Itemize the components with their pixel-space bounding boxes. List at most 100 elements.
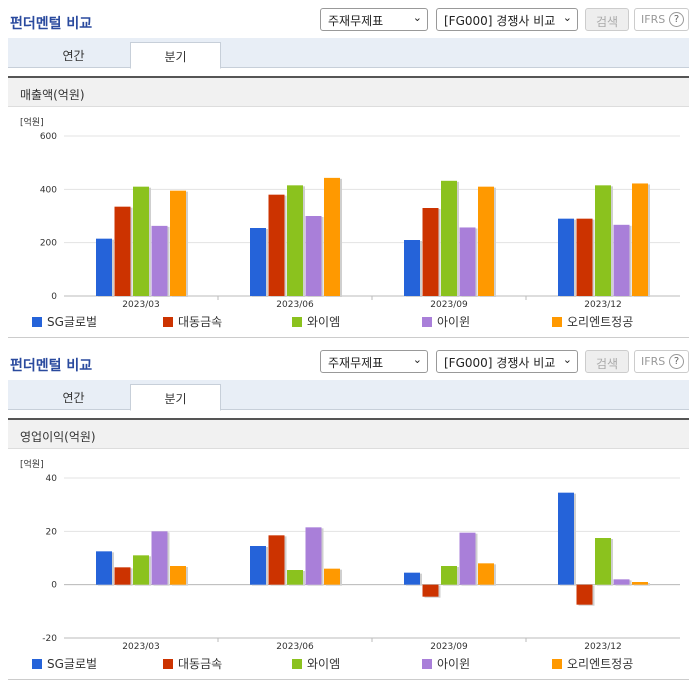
bar[interactable] — [114, 206, 131, 296]
y-tick-label: 600 — [40, 132, 57, 142]
bar[interactable] — [268, 535, 285, 585]
help-icon[interactable]: ? — [669, 354, 684, 369]
legend-swatch — [552, 659, 562, 669]
legend-item[interactable]: 와이엠 — [292, 313, 340, 330]
bar[interactable] — [114, 567, 131, 585]
bar[interactable] — [404, 572, 420, 585]
panel-title: 펀더멘털 비교 — [10, 358, 93, 374]
bar[interactable] — [422, 208, 439, 296]
bar[interactable] — [287, 570, 303, 585]
legend-label: 오리엔트정공 — [567, 657, 634, 671]
statement-select[interactable]: 주재무제표 ⌄ — [320, 350, 428, 373]
fundamental-panel-sales: 펀더멘털 비교 주재무제표 ⌄ [FG000] 경쟁사 비교 ⌄ 검색 IFRS… — [8, 8, 689, 338]
legend-label: 오리엔트정공 — [567, 315, 634, 329]
divider — [8, 679, 689, 680]
chevron-down-icon: ⌄ — [562, 353, 572, 366]
x-tick-label: 2023/09 — [430, 642, 468, 652]
y-tick-label: 20 — [46, 527, 58, 537]
statement-select[interactable]: 주재무제표 ⌄ — [320, 8, 428, 31]
tab-quarterly[interactable]: 분기 — [130, 42, 221, 69]
bar[interactable] — [478, 186, 494, 296]
legend-item[interactable]: 대동금속 — [163, 313, 222, 330]
legend-swatch — [32, 317, 42, 327]
bar[interactable] — [250, 546, 266, 585]
bar[interactable] — [558, 492, 574, 585]
bar[interactable] — [478, 563, 494, 585]
chevron-down-icon: ⌄ — [412, 353, 422, 366]
fundamental-panel-op-income: 펀더멘털 비교 주재무제표 ⌄ [FG000] 경쟁사 비교 ⌄ 검색 IFRS… — [0, 342, 696, 684]
bar[interactable] — [613, 579, 630, 585]
bar[interactable] — [96, 551, 112, 585]
bar[interactable] — [151, 531, 168, 585]
legend-item[interactable]: 오리엔트정공 — [552, 313, 633, 330]
chart-legend: SG글로벌 대동금속 와이엠 아이윈 오리엔트정공 — [32, 313, 682, 329]
legend-swatch — [292, 659, 302, 669]
legend-item[interactable]: 오리엔트정공 — [552, 655, 633, 672]
chevron-down-icon: ⌄ — [562, 11, 572, 24]
bar[interactable] — [632, 582, 648, 585]
legend-swatch — [552, 317, 562, 327]
bar[interactable] — [170, 190, 186, 296]
bar[interactable] — [268, 194, 285, 296]
bar[interactable] — [404, 240, 420, 296]
legend-swatch — [422, 659, 432, 669]
legend-item[interactable]: 대동금속 — [163, 655, 222, 672]
peer-select[interactable]: [FG000] 경쟁사 비교 ⌄ — [436, 350, 578, 373]
legend-swatch — [422, 317, 432, 327]
legend-swatch — [163, 317, 173, 327]
bar[interactable] — [459, 532, 476, 585]
metric-label: 매출액(억원) — [20, 88, 85, 102]
bar[interactable] — [459, 227, 476, 296]
chevron-down-icon: ⌄ — [412, 11, 422, 24]
y-tick-label: 400 — [40, 185, 57, 195]
ifrs-label: IFRS — [641, 355, 666, 368]
help-icon[interactable]: ? — [669, 12, 684, 27]
search-button[interactable]: 검색 — [585, 8, 629, 31]
legend-item[interactable]: 아이윈 — [422, 313, 470, 330]
bar[interactable] — [441, 180, 457, 296]
bar[interactable] — [595, 185, 611, 296]
search-button[interactable]: 검색 — [585, 350, 629, 373]
peer-select-value: [FG000] 경쟁사 비교 — [444, 14, 556, 28]
y-unit-label: [억원] — [20, 116, 44, 128]
bar[interactable] — [613, 224, 630, 296]
legend-label: 와이엠 — [307, 657, 341, 671]
period-tabs: 연간 분기 — [8, 38, 689, 69]
bar[interactable] — [324, 177, 340, 296]
x-tick-label: 2023/09 — [430, 300, 468, 310]
chart-legend: SG글로벌 대동금속 와이엠 아이윈 오리엔트정공 — [32, 655, 682, 671]
bar[interactable] — [151, 225, 168, 296]
bar[interactable] — [133, 555, 149, 585]
legend-item[interactable]: SG글로벌 — [32, 313, 97, 330]
statement-select-value: 주재무제표 — [328, 14, 384, 28]
legend-item[interactable]: 와이엠 — [292, 655, 340, 672]
metric-header: 매출액(억원) — [8, 76, 689, 107]
legend-item[interactable]: 아이윈 — [422, 655, 470, 672]
bar[interactable] — [96, 238, 112, 296]
bar[interactable] — [324, 568, 340, 585]
tab-annual[interactable]: 연간 — [62, 49, 85, 63]
y-tick-label: 40 — [46, 474, 58, 484]
bar[interactable] — [250, 228, 266, 296]
metric-label: 영업이익(억원) — [20, 430, 96, 444]
bar[interactable] — [576, 584, 593, 605]
peer-select[interactable]: [FG000] 경쟁사 비교 ⌄ — [436, 8, 578, 31]
tab-quarterly[interactable]: 분기 — [130, 384, 221, 411]
bar[interactable] — [422, 584, 439, 597]
bar[interactable] — [305, 216, 322, 296]
tab-annual[interactable]: 연간 — [62, 391, 85, 405]
bar[interactable] — [170, 566, 186, 585]
ifrs-button[interactable]: IFRS ? — [634, 350, 689, 373]
bar[interactable] — [632, 183, 648, 296]
bar[interactable] — [305, 527, 322, 585]
bar[interactable] — [576, 218, 593, 296]
bar[interactable] — [133, 186, 149, 296]
bar[interactable] — [441, 566, 457, 585]
bar[interactable] — [558, 218, 574, 296]
legend-item[interactable]: SG글로벌 — [32, 655, 97, 672]
ifrs-button[interactable]: IFRS ? — [634, 8, 689, 31]
bar[interactable] — [287, 185, 303, 296]
legend-swatch — [292, 317, 302, 327]
peer-select-value: [FG000] 경쟁사 비교 — [444, 356, 556, 370]
bar[interactable] — [595, 538, 611, 585]
